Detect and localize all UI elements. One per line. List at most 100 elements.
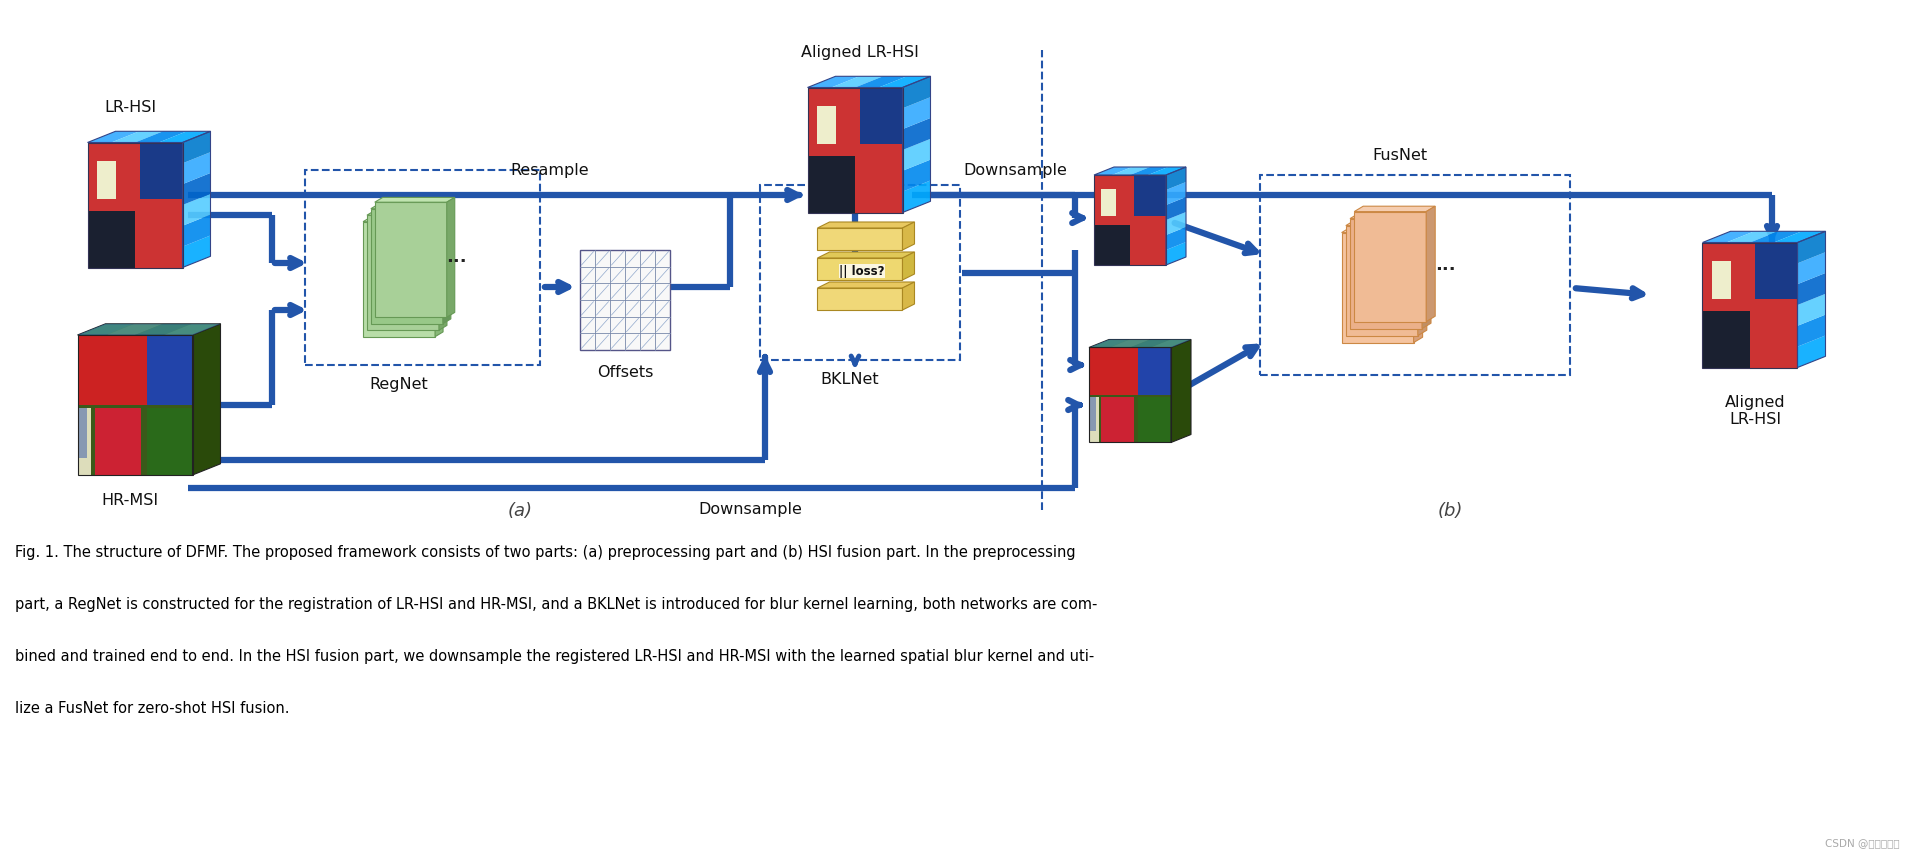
Polygon shape [1755, 243, 1797, 298]
Polygon shape [1341, 232, 1414, 342]
Polygon shape [88, 212, 134, 267]
Polygon shape [1166, 182, 1185, 205]
Polygon shape [363, 222, 435, 337]
Polygon shape [903, 282, 915, 310]
Polygon shape [182, 132, 211, 163]
Polygon shape [1166, 212, 1185, 235]
Polygon shape [903, 97, 930, 129]
Text: ···: ··· [445, 254, 466, 272]
Polygon shape [134, 199, 182, 267]
Text: CSDN @保持密气員: CSDN @保持密气員 [1826, 838, 1901, 848]
Polygon shape [1354, 206, 1435, 212]
Polygon shape [1109, 340, 1151, 347]
Polygon shape [903, 181, 930, 212]
Polygon shape [807, 77, 859, 88]
Polygon shape [1713, 261, 1732, 298]
Polygon shape [1703, 311, 1749, 367]
Text: BKLNet: BKLNet [821, 372, 878, 387]
Polygon shape [370, 209, 443, 323]
Polygon shape [579, 250, 669, 350]
Polygon shape [182, 194, 211, 226]
Polygon shape [1703, 231, 1755, 243]
Text: HR-MSI: HR-MSI [102, 493, 159, 508]
Polygon shape [88, 143, 140, 212]
Polygon shape [903, 118, 930, 150]
Polygon shape [1797, 273, 1826, 305]
Polygon shape [435, 217, 443, 337]
Polygon shape [94, 408, 140, 475]
Text: ···: ··· [1435, 261, 1456, 279]
Text: bined and trained end to end. In the HSI fusion part, we downsample the register: bined and trained end to end. In the HSI… [15, 649, 1095, 664]
Polygon shape [1346, 220, 1427, 225]
Polygon shape [182, 173, 211, 205]
Polygon shape [1774, 231, 1826, 243]
Polygon shape [1350, 213, 1431, 218]
Polygon shape [105, 324, 163, 335]
Polygon shape [88, 132, 140, 143]
Polygon shape [1166, 242, 1185, 265]
Text: (a): (a) [508, 502, 533, 520]
Polygon shape [1130, 216, 1166, 265]
Polygon shape [1166, 227, 1185, 250]
Text: RegNet: RegNet [370, 377, 428, 392]
Polygon shape [807, 88, 859, 157]
Polygon shape [370, 204, 451, 209]
Polygon shape [1172, 340, 1191, 443]
Polygon shape [1101, 397, 1134, 443]
Text: part, a RegNet is constructed for the registration of LR-HSI and HR-MSI, and a B: part, a RegNet is constructed for the re… [15, 597, 1097, 612]
Polygon shape [903, 222, 915, 250]
Polygon shape [1749, 298, 1797, 367]
Polygon shape [1093, 224, 1130, 265]
Polygon shape [77, 335, 146, 405]
Text: (b): (b) [1437, 502, 1463, 520]
Polygon shape [111, 132, 163, 143]
Polygon shape [1346, 225, 1417, 335]
Polygon shape [1101, 188, 1116, 216]
Polygon shape [1417, 220, 1427, 335]
Polygon shape [439, 211, 447, 330]
Polygon shape [1797, 315, 1826, 347]
Text: lize a FusNet for zero-shot HSI fusion.: lize a FusNet for zero-shot HSI fusion. [15, 701, 290, 716]
Polygon shape [1089, 340, 1130, 347]
Text: || loss?: || loss? [840, 265, 884, 278]
Polygon shape [817, 288, 903, 310]
Text: Fig. 1. The structure of DFMF. The proposed framework consists of two parts: (a): Fig. 1. The structure of DFMF. The propo… [15, 545, 1076, 560]
Polygon shape [1093, 175, 1134, 224]
Polygon shape [447, 198, 455, 317]
Text: Aligned
LR-HSI: Aligned LR-HSI [1724, 395, 1786, 427]
Polygon shape [374, 198, 455, 202]
Polygon shape [1089, 397, 1099, 443]
Polygon shape [1797, 231, 1826, 263]
Text: FusNet: FusNet [1373, 148, 1427, 163]
Polygon shape [1089, 340, 1191, 347]
Polygon shape [1797, 294, 1826, 326]
Polygon shape [830, 77, 882, 88]
Polygon shape [1089, 397, 1095, 431]
Polygon shape [374, 202, 447, 317]
Polygon shape [1421, 213, 1431, 329]
Polygon shape [1093, 167, 1132, 175]
Polygon shape [146, 408, 192, 475]
Polygon shape [855, 144, 903, 212]
Polygon shape [366, 211, 447, 215]
Polygon shape [192, 324, 221, 475]
Polygon shape [1130, 167, 1168, 175]
Polygon shape [1137, 347, 1172, 395]
Polygon shape [163, 324, 221, 335]
Polygon shape [903, 160, 930, 192]
Polygon shape [903, 252, 915, 280]
Polygon shape [817, 258, 903, 280]
Polygon shape [1137, 397, 1172, 443]
Polygon shape [77, 324, 134, 335]
Polygon shape [443, 204, 451, 323]
Polygon shape [817, 228, 903, 250]
Polygon shape [88, 143, 182, 267]
Polygon shape [1130, 340, 1170, 347]
Polygon shape [1151, 340, 1191, 347]
Polygon shape [77, 408, 92, 475]
Polygon shape [1726, 231, 1778, 243]
Text: Aligned LR-HSI: Aligned LR-HSI [802, 45, 919, 60]
Polygon shape [817, 252, 915, 258]
Polygon shape [182, 236, 211, 267]
Polygon shape [140, 143, 182, 199]
